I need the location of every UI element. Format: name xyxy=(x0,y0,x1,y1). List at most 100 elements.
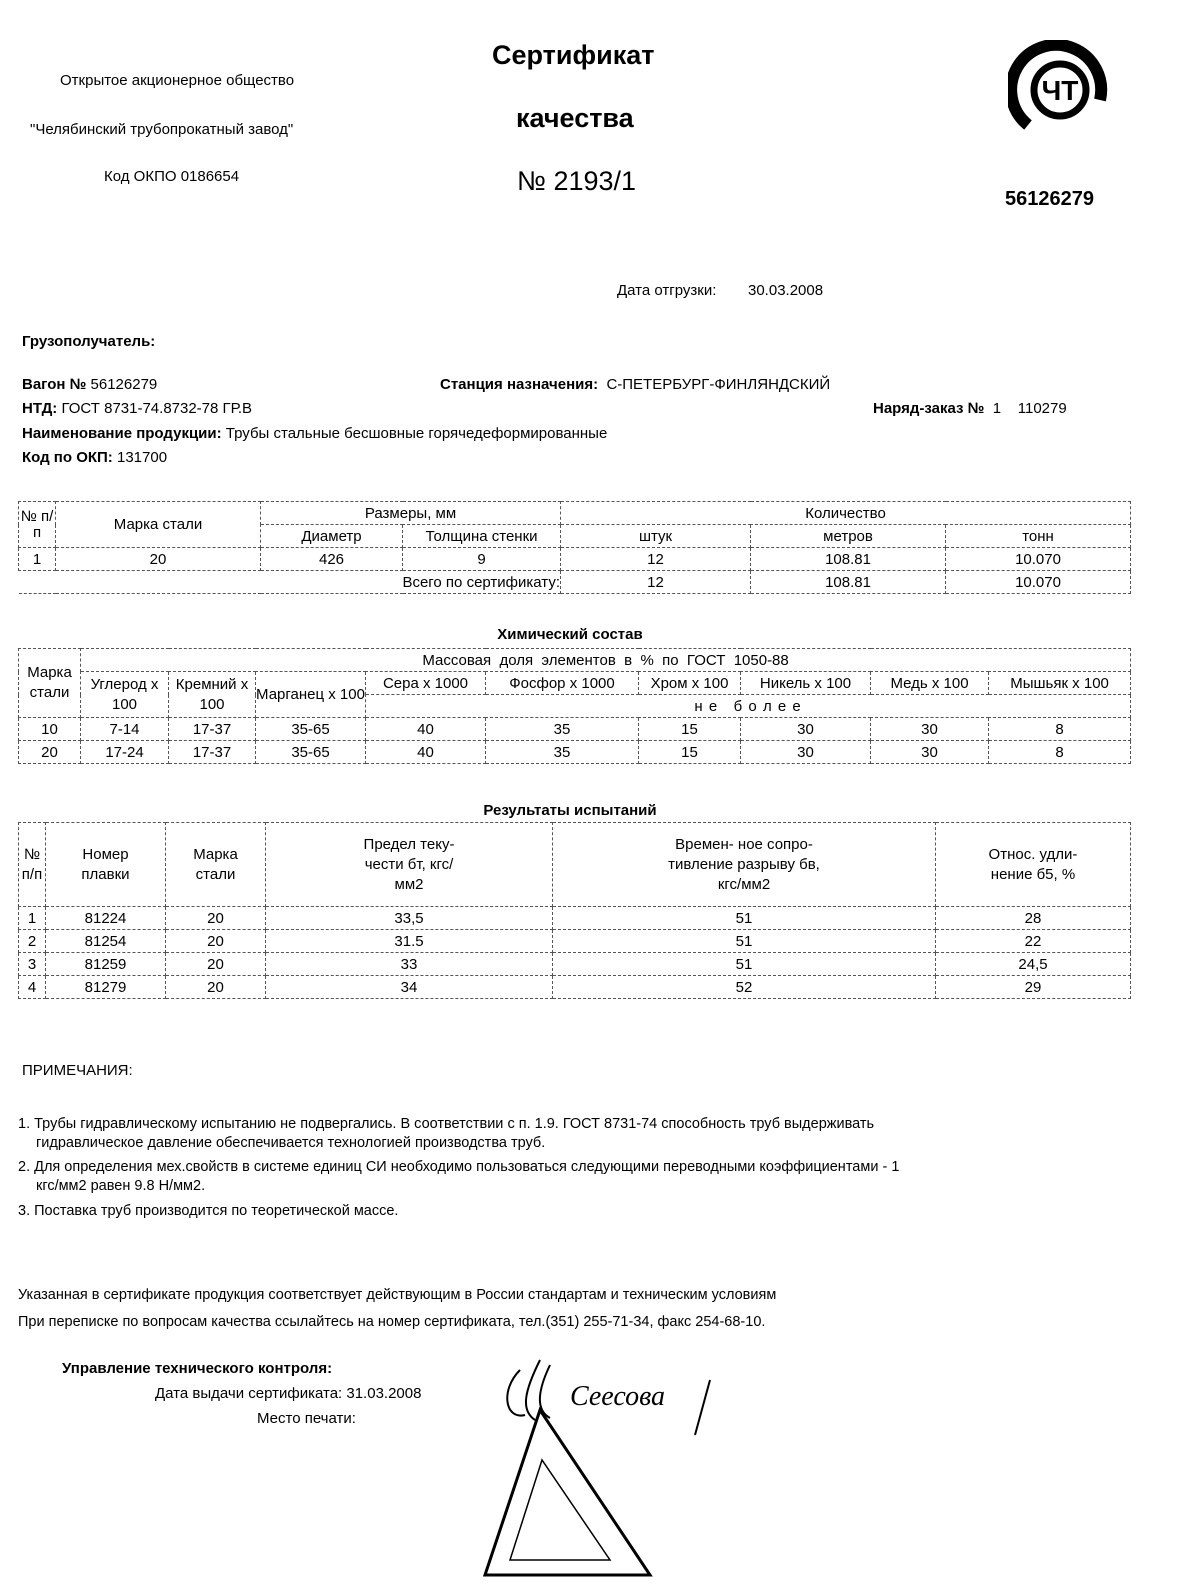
header-yield: Предел теку- чести бт, кгс/мм2 xyxy=(265,822,553,907)
issue-date-label: Дата выдачи сертификата: xyxy=(155,1385,343,1402)
cell: 40 xyxy=(365,717,486,741)
cell: 1 xyxy=(18,547,56,571)
qc-department: Управление технического контроля: xyxy=(62,1360,333,1377)
cell: 30 xyxy=(870,740,989,764)
cell: 30 xyxy=(870,717,989,741)
notes-title: ПРИМЕЧАНИЯ: xyxy=(22,1062,133,1079)
cell: 51 xyxy=(552,929,936,953)
header-quantity: Количество xyxy=(560,501,1132,525)
cell: 33,5 xyxy=(265,906,553,930)
order-value: 1 110279 xyxy=(992,400,1067,417)
seal-label: Место печати: xyxy=(257,1410,356,1427)
chem-title: Химический состав xyxy=(497,626,643,643)
cell: 35-65 xyxy=(255,717,366,741)
cell: 3 xyxy=(18,952,46,976)
header-nickel: Никель х 100 xyxy=(740,671,871,695)
cell: 34 xyxy=(265,975,553,999)
shipment-date: 30.03.2008 xyxy=(748,282,824,299)
quantity-table: № п/п Марка стали Размеры, мм Количество… xyxy=(18,501,1132,594)
cell: 40 xyxy=(365,740,486,764)
total-pieces: 12 xyxy=(560,570,752,594)
wagon-number-top: 56126279 xyxy=(1005,188,1094,210)
wagon-value: 56126279 xyxy=(90,376,158,393)
header-carbon: Углерод х 100 xyxy=(80,671,169,718)
ntd-label: НТД: xyxy=(22,400,58,417)
product-label: Наименование продукции: xyxy=(22,425,222,442)
cell: 81254 xyxy=(45,929,166,953)
table-row: 1 20 426 9 12 108.81 10.070 xyxy=(18,547,1132,571)
chem-table: Марка стали Массовая доля элементов в % … xyxy=(18,648,1132,764)
cell: 10 xyxy=(18,717,81,741)
cell: 35-65 xyxy=(255,740,366,764)
cell: 51 xyxy=(552,952,936,976)
cell: 30 xyxy=(740,740,871,764)
cell: 7-14 xyxy=(80,717,169,741)
not-more-label: н е б о л е е xyxy=(364,694,1132,718)
cell: 8 xyxy=(987,717,1132,741)
cell: 31.5 xyxy=(265,929,553,953)
header-heat: Номер плавки xyxy=(45,822,166,907)
cell: 20 xyxy=(165,952,266,976)
table-row: 2 81254 20 31.5 51 22 xyxy=(18,929,1131,953)
cell: 1 xyxy=(18,906,46,930)
cell: 2 xyxy=(18,929,46,953)
company-line1: Открытое акционерное общество xyxy=(60,72,295,89)
total-tons: 10.070 xyxy=(945,570,1132,594)
cell: 4 xyxy=(18,975,46,999)
header-elongation: Относ. удли- нение б5, % xyxy=(935,822,1131,907)
cell: 20 xyxy=(18,740,81,764)
header-arsenic: Мышьяк х 100 xyxy=(987,671,1132,695)
cell: 35 xyxy=(485,740,639,764)
table-row: 1 81224 20 33,5 51 28 xyxy=(18,906,1131,930)
company-line2: "Челябинский трубопрокатный завод" xyxy=(30,121,294,138)
note-2: 2. Для определения мех.свойств в системе… xyxy=(18,1159,900,1175)
table-row: 10 7-14 17-37 35-65 40 35 15 30 30 8 xyxy=(18,717,1132,741)
compliance-statement: Указанная в сертификате продукция соотве… xyxy=(18,1287,777,1303)
certificate-number: № 2193/1 xyxy=(517,166,637,196)
header-no: № п/п xyxy=(18,501,56,548)
header-sulfur: Сера х 1000 xyxy=(365,671,486,695)
total-row: Всего по сертификату: 12 108.81 10.070 xyxy=(18,570,1132,594)
cell: 15 xyxy=(638,740,741,764)
tests-title: Результаты испытаний xyxy=(483,802,657,819)
table-row: 3 81259 20 33 51 24,5 xyxy=(18,952,1131,976)
ntd-value: ГОСТ 8731-74.8732-78 ГР.В xyxy=(61,400,252,417)
station-value: С-ПЕТЕРБУРГ-ФИНЛЯНДСКИЙ xyxy=(606,376,831,393)
header-tensile: Времен- ное сопро- тивление разрыву бв, … xyxy=(552,822,936,907)
okpo-code: Код ОКПО 0186654 xyxy=(104,168,240,185)
signature-text: Сеесова xyxy=(570,1381,665,1412)
cell: 108.81 xyxy=(750,547,947,571)
cell: 81224 xyxy=(45,906,166,930)
wagon-label: Вагон № xyxy=(22,376,87,393)
note-1: 1. Трубы гидравлическому испытанию не по… xyxy=(18,1116,875,1132)
cell: 28 xyxy=(935,906,1131,930)
note-3: 3. Поставка труб производится по теорети… xyxy=(18,1203,399,1219)
header-grade: Марка стали xyxy=(165,822,266,907)
table-row: 4 81279 20 34 52 29 xyxy=(18,975,1131,999)
header-pieces: штук xyxy=(560,524,752,548)
cell: 20 xyxy=(165,975,266,999)
signature-and-stamp: Сеесова xyxy=(480,1350,760,1590)
header-meters: метров xyxy=(750,524,947,548)
cell: 12 xyxy=(560,547,752,571)
consignee-label: Грузополучатель: xyxy=(22,333,156,350)
cell: 51 xyxy=(552,906,936,930)
header-sizes: Размеры, мм xyxy=(259,501,562,525)
test-results-table: № п/п Номер плавки Марка стали Предел те… xyxy=(18,822,1131,999)
cell: 22 xyxy=(935,929,1131,953)
okp-value: 131700 xyxy=(116,449,168,466)
total-label: Всего по сертификату: xyxy=(18,570,562,594)
header-grade: Марка стали xyxy=(18,648,81,718)
header-no: № п/п xyxy=(18,822,46,907)
header-silicon: Кремний х 100 xyxy=(168,671,256,718)
total-meters: 108.81 xyxy=(750,570,947,594)
station-label: Станция назначения: xyxy=(440,376,599,393)
company-logo: ЧТ xyxy=(1005,38,1108,140)
svg-text:ЧТ: ЧТ xyxy=(1042,75,1079,106)
cell: 17-24 xyxy=(80,740,169,764)
header-grade: Марка стали xyxy=(55,501,261,548)
cell: 426 xyxy=(260,547,403,571)
cell: 81279 xyxy=(45,975,166,999)
cell: 8 xyxy=(987,740,1132,764)
